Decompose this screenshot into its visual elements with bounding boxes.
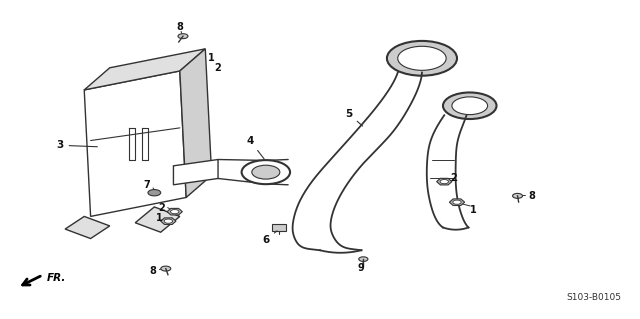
Circle shape [452, 97, 488, 115]
Circle shape [178, 34, 188, 39]
Circle shape [443, 93, 497, 119]
Text: 7: 7 [143, 180, 150, 190]
Text: 2: 2 [214, 63, 221, 73]
Polygon shape [161, 218, 176, 225]
Circle shape [170, 210, 179, 214]
Polygon shape [436, 178, 452, 185]
Text: 1: 1 [156, 213, 163, 223]
Polygon shape [65, 216, 109, 239]
Circle shape [242, 160, 290, 184]
Text: 2: 2 [451, 174, 457, 183]
Circle shape [252, 165, 280, 179]
Circle shape [440, 180, 449, 184]
Text: 5: 5 [345, 109, 362, 126]
Text: 8: 8 [528, 191, 535, 201]
Text: 2: 2 [159, 203, 165, 212]
Text: 8: 8 [149, 266, 156, 276]
Text: 8: 8 [177, 22, 183, 32]
Circle shape [513, 193, 522, 198]
Text: 6: 6 [262, 231, 277, 245]
Polygon shape [180, 49, 212, 197]
Polygon shape [84, 71, 186, 216]
Text: 3: 3 [56, 140, 97, 150]
Polygon shape [167, 208, 182, 215]
Text: 9: 9 [357, 263, 364, 273]
Polygon shape [449, 199, 465, 205]
Text: S103-B0105: S103-B0105 [566, 293, 621, 301]
Circle shape [359, 257, 368, 261]
Text: FR.: FR. [47, 273, 67, 283]
FancyBboxPatch shape [272, 224, 286, 231]
Circle shape [387, 41, 457, 76]
Polygon shape [173, 160, 218, 185]
Circle shape [148, 189, 161, 196]
Text: 1: 1 [470, 205, 476, 215]
Circle shape [452, 200, 461, 204]
Circle shape [161, 266, 171, 271]
Circle shape [164, 219, 173, 223]
Polygon shape [135, 207, 180, 232]
Polygon shape [84, 49, 205, 90]
Text: 1: 1 [208, 53, 215, 63]
Text: 4: 4 [246, 136, 264, 159]
Circle shape [397, 46, 446, 70]
